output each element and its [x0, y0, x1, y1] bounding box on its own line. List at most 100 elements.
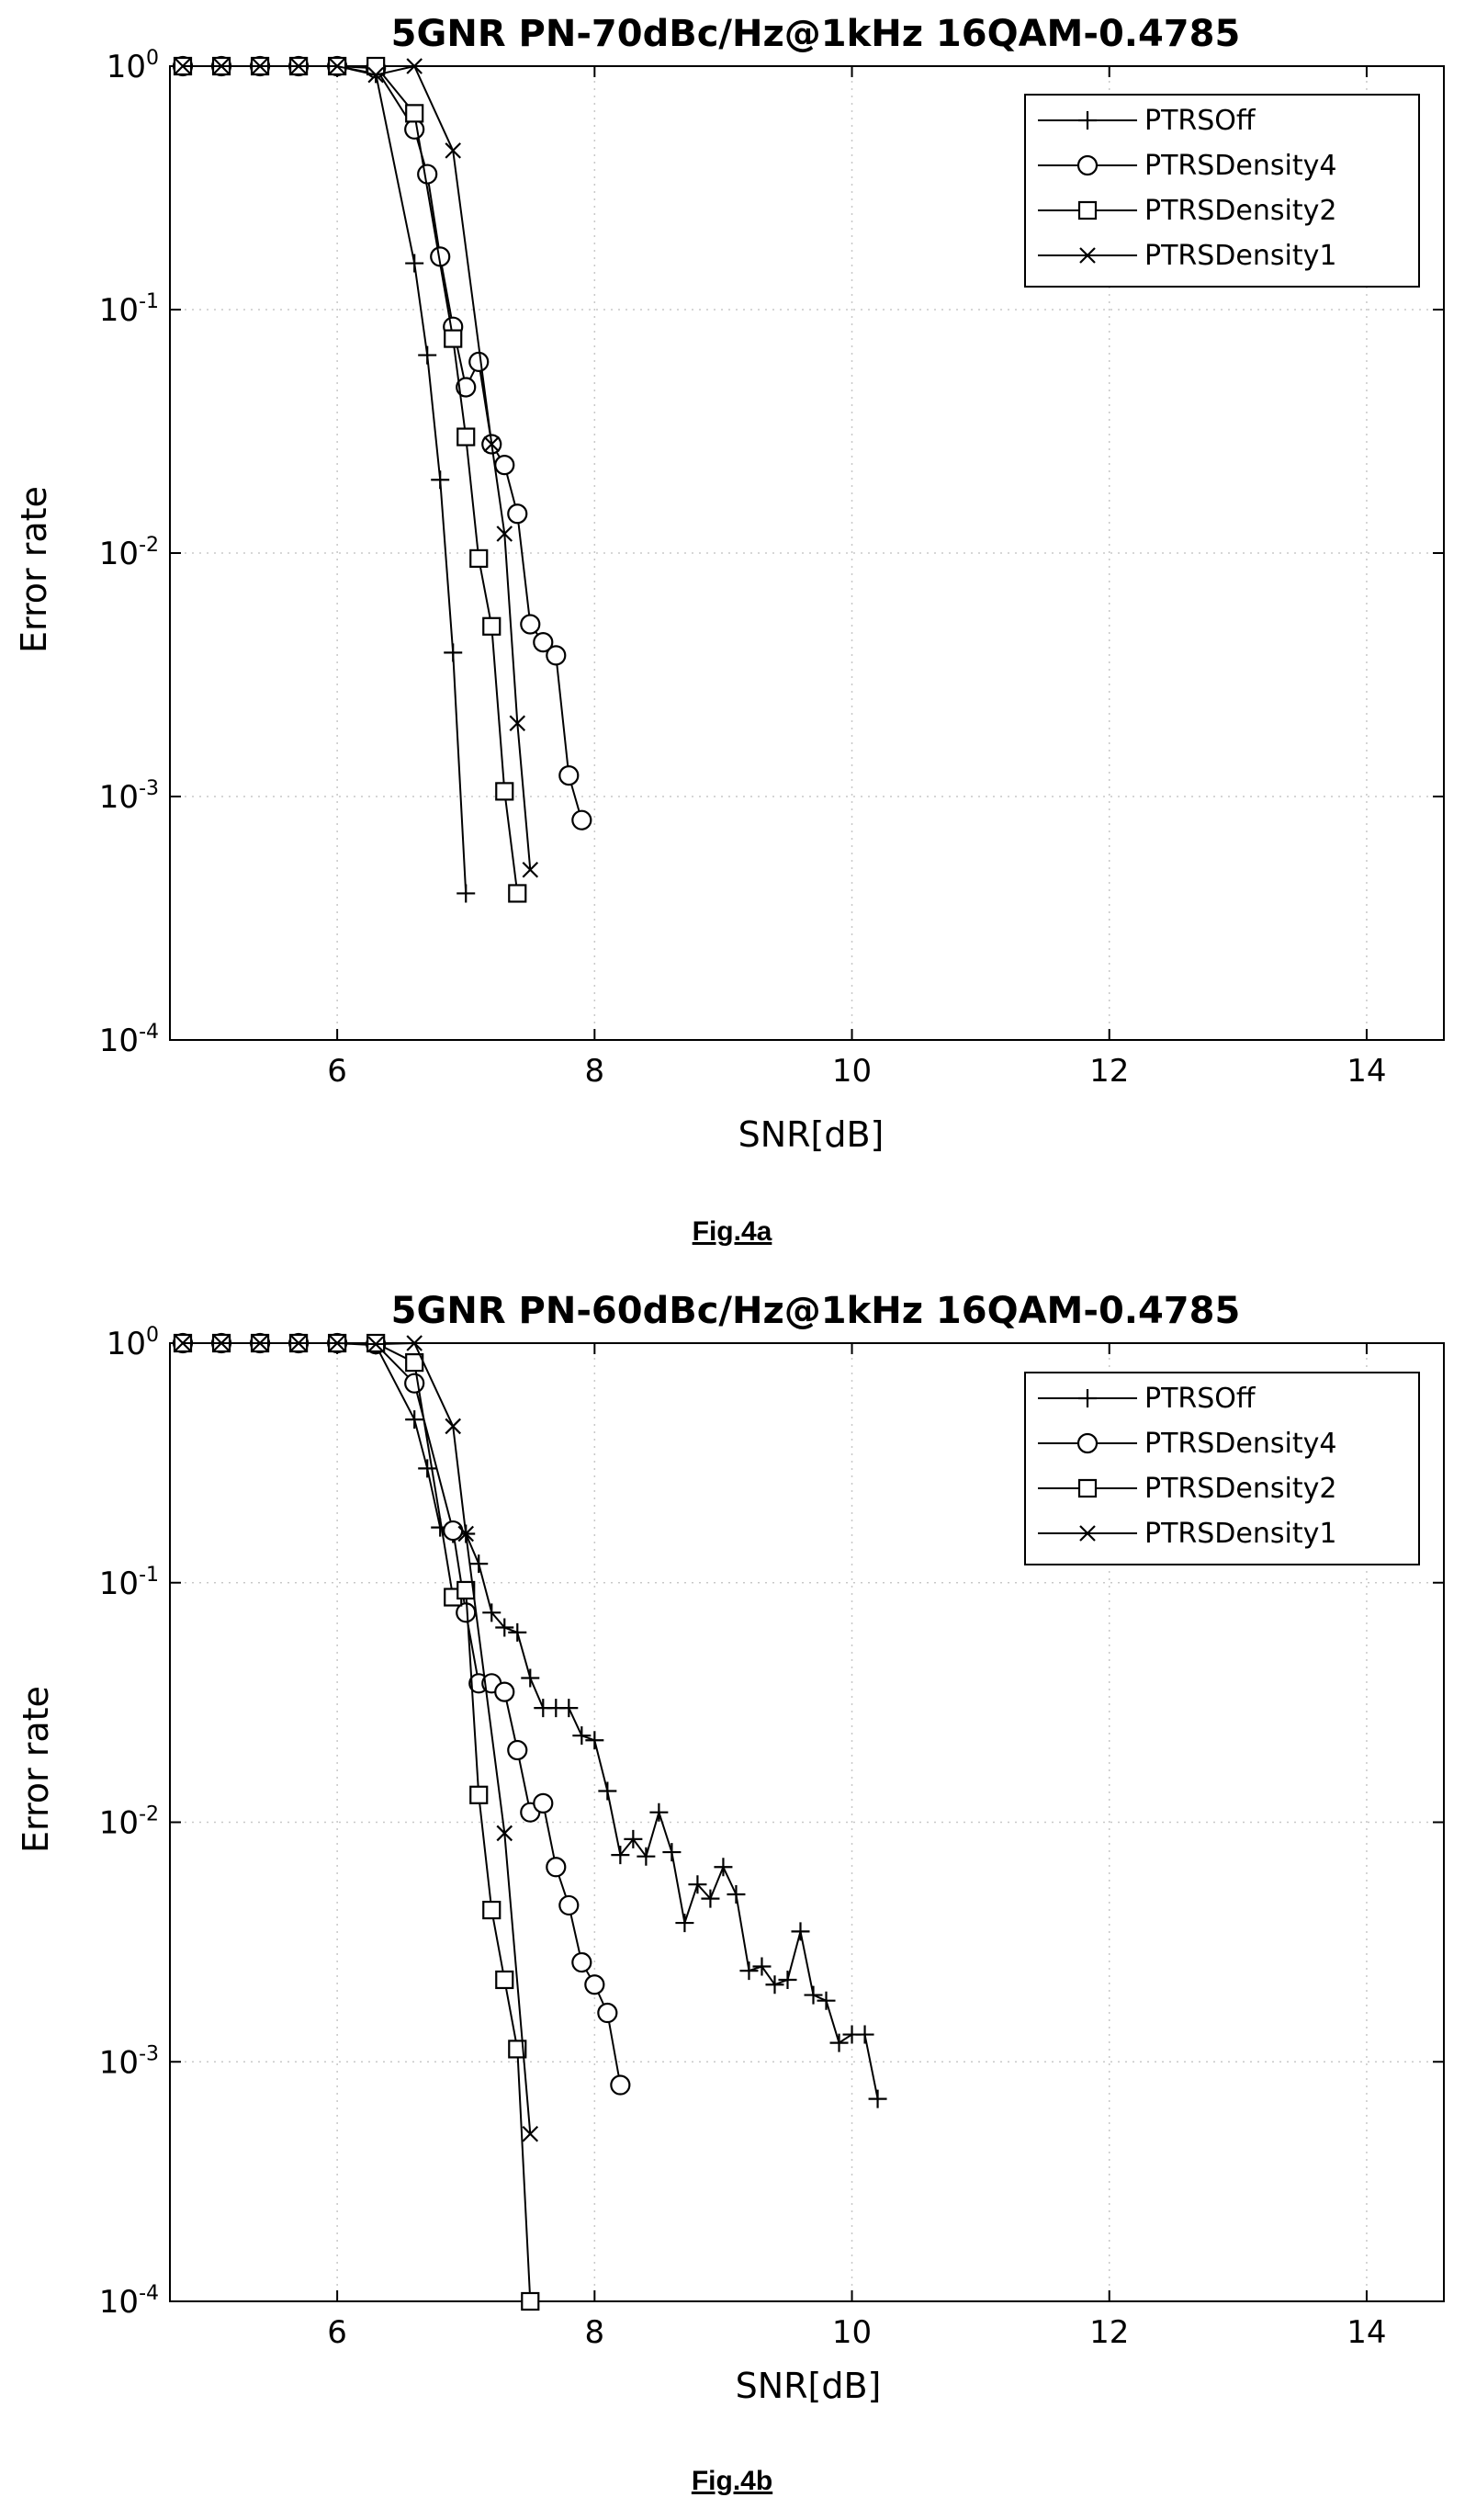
data-point — [418, 345, 437, 365]
y-tick-label: 10-3 — [99, 777, 159, 816]
series-line — [183, 1342, 532, 2302]
data-point — [468, 351, 490, 372]
data-point — [727, 1884, 746, 1904]
legend-marker — [1078, 111, 1097, 130]
x-axis-label: SNR[dB] — [736, 2366, 882, 2406]
data-point — [406, 1335, 423, 1351]
data-point — [855, 2025, 874, 2044]
x-tick-label: 12 — [1089, 1053, 1129, 1090]
data-point — [482, 616, 501, 636]
data-point — [329, 58, 345, 74]
data-point — [431, 470, 450, 490]
x-tick-label: 14 — [1347, 2314, 1386, 2351]
x-tick-label: 6 — [327, 1053, 347, 1090]
legend-label: PTRSDensity1 — [1144, 1518, 1336, 1550]
data-point — [457, 1525, 475, 1543]
data-point — [445, 142, 461, 159]
data-point — [329, 1335, 345, 1351]
data-point — [611, 1846, 630, 1865]
data-point — [213, 1335, 230, 1351]
y-tick-label: 100 — [107, 1324, 159, 1362]
data-point — [521, 2291, 540, 2311]
data-point — [494, 1681, 515, 1702]
series-line — [183, 65, 468, 894]
data-point — [495, 1970, 514, 1990]
data-point — [404, 1373, 425, 1394]
data-point — [507, 1739, 528, 1761]
data-point — [483, 435, 501, 453]
chart-fig-4b: 5GNR PN-60dBc/Hz@1kHz 16QAM-0.4785 Error… — [16, 1290, 1445, 2496]
legend-marker — [1079, 247, 1096, 264]
legend-label: PTRSDensity4 — [1144, 150, 1336, 182]
x-tick-label: 12 — [1089, 2314, 1129, 2351]
data-point — [752, 1957, 772, 1976]
series-ptrsdensity4 — [172, 1332, 631, 2096]
legend-label: PTRSDensity2 — [1144, 195, 1336, 227]
data-point — [868, 2089, 887, 2108]
data-point — [571, 1951, 592, 1973]
data-point — [778, 1970, 797, 1989]
figure-caption: Fig.4b — [692, 2466, 772, 2496]
grid — [170, 1342, 1444, 2302]
data-point — [507, 503, 528, 525]
data-point — [418, 1459, 437, 1478]
legend-marker — [1077, 1478, 1098, 1498]
data-point — [175, 58, 191, 74]
data-point — [572, 1726, 592, 1746]
data-point — [213, 58, 230, 74]
data-point — [765, 1975, 784, 1995]
y-tick-label: 10-2 — [99, 534, 159, 572]
data-point — [175, 1335, 191, 1351]
series-line — [183, 65, 519, 894]
data-point — [469, 1785, 489, 1804]
data-point — [662, 1843, 682, 1862]
legend-marker — [1078, 1389, 1097, 1407]
data-point — [558, 1894, 580, 1916]
x-tick-label: 6 — [327, 2314, 347, 2351]
data-point — [701, 1889, 720, 1908]
x-tick-label: 10 — [832, 2314, 872, 2351]
data-point — [559, 1699, 579, 1718]
chart-title: 5GNR PN-70dBc/Hz@1kHz 16QAM-0.4785 — [391, 13, 1241, 55]
data-point — [829, 2033, 849, 2052]
chart-title: 5GNR PN-60dBc/Hz@1kHz 16QAM-0.4785 — [391, 1290, 1241, 1332]
legend-label: PTRSOff — [1144, 105, 1257, 137]
legend-label: PTRSDensity4 — [1144, 1428, 1336, 1460]
data-point — [482, 1900, 501, 1920]
legend-label: PTRSDensity1 — [1144, 240, 1336, 272]
data-point — [521, 1668, 540, 1688]
series-line — [183, 64, 532, 870]
data-point — [522, 2125, 539, 2142]
data-point — [366, 56, 386, 76]
data-point — [456, 377, 477, 398]
y-tick-label: 10-1 — [99, 1564, 159, 1602]
x-tick-label: 8 — [585, 1053, 605, 1090]
x-axis-label: SNR[dB] — [738, 1114, 885, 1155]
data-point — [495, 1618, 514, 1637]
data-point — [405, 104, 424, 123]
data-point — [804, 1985, 823, 2005]
data-point — [496, 1825, 513, 1842]
legend-entry: PTRSDensity4 — [1038, 1428, 1336, 1460]
legend-marker — [1076, 154, 1099, 176]
y-tick-label: 100 — [107, 47, 159, 85]
legend-entry: PTRSDensity2 — [1038, 1473, 1336, 1505]
data-point — [406, 58, 423, 74]
data-point — [290, 1335, 307, 1351]
data-point — [469, 548, 489, 569]
legend-entry: PTRSOff — [1038, 105, 1257, 137]
y-tick-label: 10-2 — [99, 1803, 159, 1842]
legend-entry: PTRSOff — [1038, 1383, 1257, 1415]
data-point — [404, 119, 425, 140]
data-point — [417, 164, 438, 185]
data-point — [444, 329, 463, 348]
y-tick-label: 10-4 — [99, 2282, 159, 2321]
data-point — [508, 1622, 527, 1642]
data-point — [443, 1520, 464, 1542]
data-point — [520, 614, 541, 635]
data-point — [445, 1418, 461, 1435]
data-point — [509, 715, 526, 732]
y-tick-label: 10-3 — [99, 2042, 159, 2081]
data-point — [252, 58, 268, 74]
legend-entry: PTRSDensity1 — [1038, 1518, 1336, 1550]
